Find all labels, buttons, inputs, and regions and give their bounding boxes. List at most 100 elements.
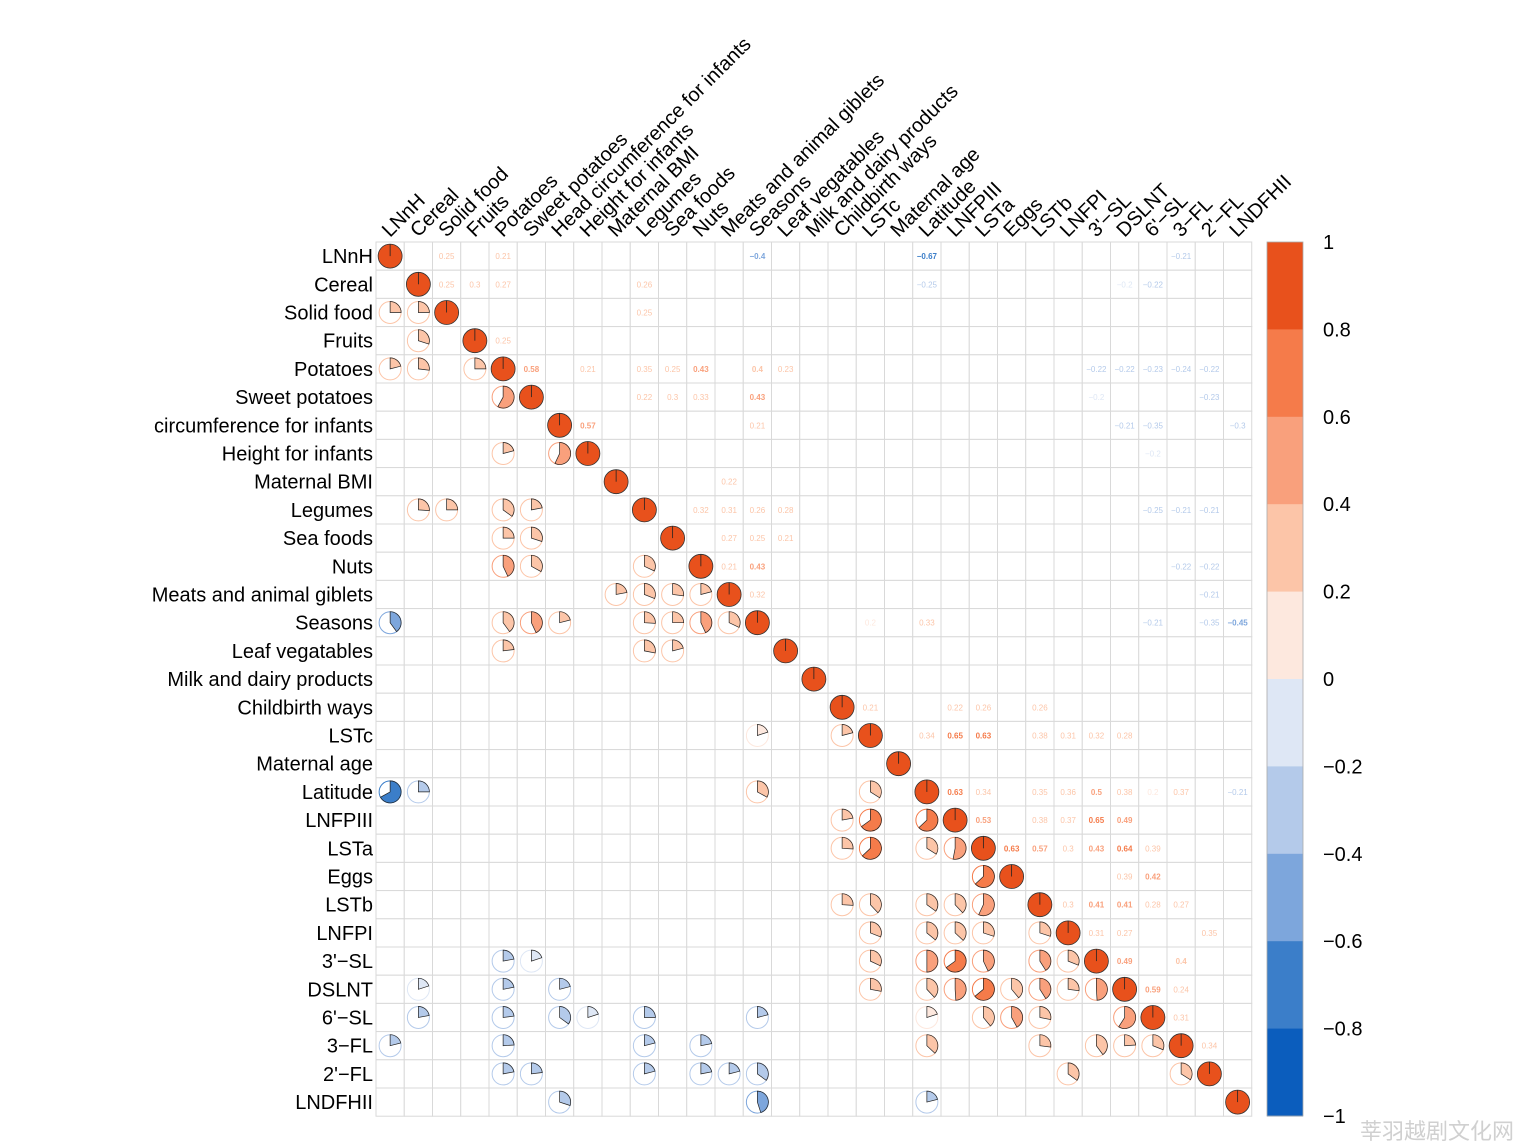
pie-glyph [1118, 1006, 1136, 1029]
grid-cell [1223, 438, 1253, 469]
grid-cell [968, 664, 998, 694]
grid-cell [1138, 579, 1168, 610]
pie-glyph [926, 977, 939, 998]
grid-cell [545, 523, 575, 553]
grid-cell [742, 664, 772, 694]
grid-cell [432, 326, 462, 356]
grid-cell [516, 438, 546, 469]
coefficient-label: 0.27 [495, 280, 511, 289]
grid-cell [601, 1031, 631, 1061]
grid-cell [516, 410, 546, 440]
grid-cell [884, 1002, 914, 1033]
grid-cell [1138, 890, 1168, 920]
grid-cell [573, 1031, 603, 1061]
grid-cell [516, 467, 546, 497]
pie-glyph [1039, 1034, 1052, 1048]
grid-cell [884, 354, 914, 384]
grid-cell [1166, 241, 1196, 271]
coefficient-label: −0.3 [1230, 421, 1246, 430]
grid-cell [884, 382, 914, 412]
grid-cell [686, 1002, 716, 1033]
grid-cell [629, 749, 659, 779]
grid-cell [460, 749, 490, 779]
grid-cell [742, 551, 772, 581]
grid-cell [1194, 664, 1224, 694]
grid-cell [1110, 438, 1140, 469]
grid-cell [573, 579, 603, 610]
grid-cell [1138, 297, 1168, 328]
grid-cell [432, 1002, 462, 1033]
row-label: Nuts [332, 556, 373, 578]
grid-cell [771, 664, 801, 694]
grid-cell [545, 579, 575, 610]
grid-cell [827, 269, 857, 299]
grid-cell [827, 861, 857, 892]
grid-cell [1110, 805, 1140, 835]
coefficient-label: 0.31 [1089, 929, 1105, 938]
grid-cell [658, 354, 688, 384]
grid-cell [432, 1087, 462, 1117]
grid-cell [403, 523, 433, 553]
grid-cell [827, 608, 857, 638]
grid-cell [1025, 608, 1055, 638]
grid-cell [516, 777, 546, 807]
grid-cell [432, 664, 462, 694]
grid-cell [686, 749, 716, 779]
pie-glyph [502, 498, 515, 517]
grid-cell [375, 918, 405, 948]
grid-cell [375, 861, 405, 892]
grid-cell [997, 241, 1027, 271]
grid-cell [714, 1087, 744, 1117]
pie-glyph [983, 949, 995, 972]
grid-cell [432, 636, 462, 666]
grid-cell [573, 974, 603, 1004]
grid-cell [799, 890, 829, 920]
grid-cell [827, 664, 857, 694]
grid-cell [827, 974, 857, 1004]
grid-cell [771, 777, 801, 807]
coefficient-label: 0.21 [495, 252, 511, 261]
coefficient-label: 0.28 [1145, 901, 1161, 910]
grid-cell [1081, 636, 1111, 666]
pie-glyph [502, 526, 515, 539]
grid-cell [573, 495, 603, 525]
pie-glyph [700, 1034, 713, 1047]
grid-cell [771, 495, 801, 525]
grid-cell [855, 1002, 885, 1033]
grid-cell [799, 720, 829, 751]
grid-cell [1110, 946, 1140, 976]
grid-cell [742, 974, 772, 1004]
colorbar-segment [1267, 853, 1303, 942]
grid-cell [1025, 805, 1055, 835]
row-label: LNFPIII [305, 810, 373, 832]
pie-glyph [870, 893, 882, 914]
grid-cell [1194, 326, 1224, 356]
grid-cell [1025, 551, 1055, 581]
grid-cell [516, 297, 546, 328]
grid-cell [573, 1087, 603, 1117]
coefficient-label: −0.23 [1199, 393, 1220, 402]
grid-cell [799, 1059, 829, 1089]
row-label: 3'−SL [322, 951, 373, 973]
grid-cell [488, 664, 518, 694]
grid-cell [997, 523, 1027, 553]
grid-cell [488, 269, 518, 299]
grid-cell [771, 861, 801, 892]
grid-cell [403, 382, 433, 412]
grid-cell [997, 579, 1027, 610]
grid-cell [545, 805, 575, 835]
grid-cell [799, 297, 829, 328]
grid-cell [686, 636, 716, 666]
pie-glyph [926, 1006, 938, 1018]
coefficient-label: 0.65 [1089, 816, 1105, 825]
grid-cell [658, 720, 688, 751]
grid-cell [573, 946, 603, 976]
grid-cell [1223, 551, 1253, 581]
grid-cell [375, 720, 405, 751]
pie-glyph [974, 977, 995, 1001]
grid-cell [997, 297, 1027, 328]
pie-glyph [1096, 977, 1108, 1001]
grid-cell [460, 1059, 490, 1089]
grid-cell [460, 1087, 490, 1117]
grid-cell [1081, 269, 1111, 299]
